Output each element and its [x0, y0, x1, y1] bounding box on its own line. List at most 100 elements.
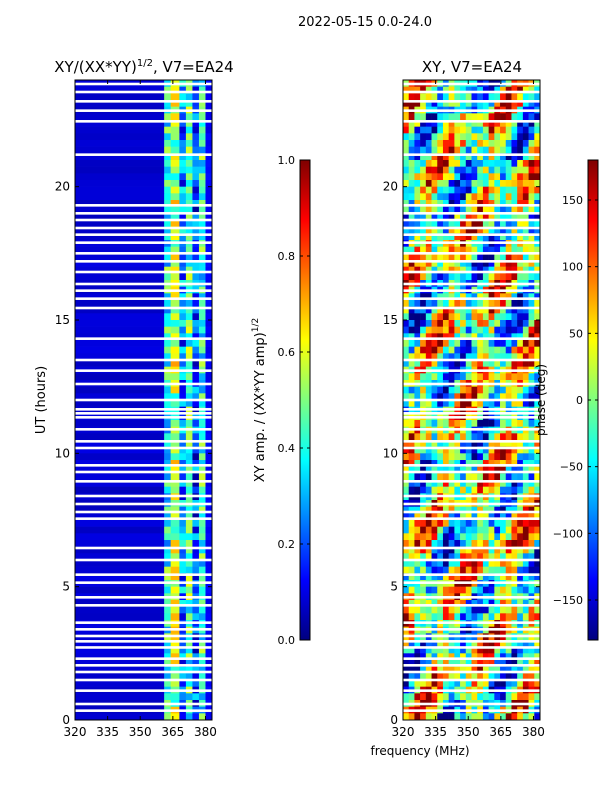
heatmap-cell [488, 566, 495, 574]
heatmap-cell [460, 193, 467, 201]
heatmap-cell [494, 313, 501, 321]
heatmap-cell [448, 400, 455, 407]
y-tick-label: 0 [62, 713, 70, 727]
flagged-row [75, 689, 212, 692]
heatmap-cell [198, 266, 206, 274]
heatmap-cell [454, 713, 461, 721]
heatmap-cell [528, 160, 535, 167]
heatmap-cell [477, 613, 484, 621]
heatmap-cell [164, 400, 171, 407]
heatmap-cell [442, 586, 449, 594]
heatmap-cell [198, 193, 206, 201]
heatmap-cell [408, 126, 415, 134]
heatmap-cell [403, 420, 410, 427]
heatmap-cell [511, 433, 518, 441]
heatmap-cell [425, 666, 432, 674]
heatmap-cell [437, 586, 444, 594]
heatmap-cell [442, 486, 449, 494]
heatmap-cell [192, 220, 200, 227]
heatmap-cell [517, 680, 524, 687]
heatmap-cell [482, 140, 489, 147]
heatmap-cell [448, 100, 455, 107]
heatmap-cell [460, 606, 467, 614]
heatmap-cell [420, 486, 427, 494]
heatmap-cell [431, 480, 438, 487]
heatmap-cell [442, 140, 449, 147]
heatmap-cell [511, 460, 518, 467]
heatmap-cell [431, 140, 438, 147]
heatmap-cell [185, 693, 193, 701]
heatmap-cell [425, 460, 432, 467]
heatmap-cell [500, 86, 507, 94]
heatmap-cell [170, 653, 180, 661]
heatmap-cell [414, 93, 421, 101]
heatmap-cell [465, 93, 472, 101]
heatmap-cell [205, 186, 213, 194]
heatmap-cell [471, 673, 478, 681]
heatmap-cell [448, 200, 455, 207]
heatmap-cell [517, 86, 524, 94]
heatmap-cell [164, 126, 171, 134]
heatmap-cell [465, 553, 472, 561]
heatmap-cell [517, 360, 524, 367]
heatmap-cell [534, 600, 541, 607]
heatmap-cell [465, 246, 472, 254]
flagged-row [403, 702, 540, 706]
heatmap-cell [460, 206, 467, 214]
heatmap-cell [164, 486, 171, 494]
heatmap-cell [185, 586, 193, 594]
heatmap-cell [442, 606, 449, 614]
heatmap-cell [454, 220, 461, 227]
heatmap-cell [420, 133, 427, 141]
flagged-row [75, 204, 212, 207]
heatmap-cell [420, 513, 427, 521]
heatmap-cell [442, 713, 449, 721]
heatmap-cell [460, 713, 467, 721]
heatmap-cell [482, 486, 489, 494]
heatmap-cell [454, 653, 461, 661]
heatmap-cell [477, 466, 484, 474]
heatmap-cell [164, 440, 171, 447]
heatmap-cell [437, 346, 444, 354]
heatmap-cell [448, 453, 455, 461]
flagged-row [403, 218, 540, 222]
heatmap-cell [505, 473, 512, 481]
heatmap-cell [500, 153, 507, 161]
heatmap-cell [528, 660, 535, 667]
heatmap-cell [505, 146, 512, 154]
heatmap-cell [164, 346, 171, 354]
heatmap-cell [494, 233, 501, 241]
heatmap-cell [403, 173, 410, 181]
heatmap-cell [511, 266, 518, 274]
heatmap-cell [477, 460, 484, 467]
heatmap-cell [420, 693, 427, 701]
heatmap-cell [408, 180, 415, 187]
heatmap-cell [170, 360, 180, 367]
heatmap-cell [471, 466, 478, 474]
heatmap-cell [454, 93, 461, 101]
heatmap-cell [505, 526, 512, 534]
heatmap-cell [465, 386, 472, 394]
heatmap-cell [185, 526, 193, 534]
heatmap-cell [477, 306, 484, 314]
heatmap-cell [75, 486, 165, 494]
heatmap-cell [494, 466, 501, 474]
heatmap-cell [494, 653, 501, 661]
heatmap-cell [75, 126, 165, 134]
heatmap-cell [534, 553, 541, 561]
heatmap-cell [431, 180, 438, 187]
heatmap-cell [431, 440, 438, 447]
heatmap-cell [517, 606, 524, 614]
heatmap-cell [482, 313, 489, 321]
heatmap-cell [437, 393, 444, 401]
flagged-row [75, 358, 212, 362]
heatmap-cell [477, 160, 484, 167]
heatmap-cell [431, 93, 438, 101]
heatmap-cell [185, 126, 193, 134]
heatmap-cell [414, 100, 421, 107]
panel-amplitude-title: XY/(XX*YY)1/2, V7=EA24 [54, 58, 233, 76]
heatmap-cell [505, 646, 512, 654]
heatmap-cell [431, 133, 438, 141]
heatmap-cell [500, 133, 507, 141]
heatmap-cell [437, 520, 444, 527]
